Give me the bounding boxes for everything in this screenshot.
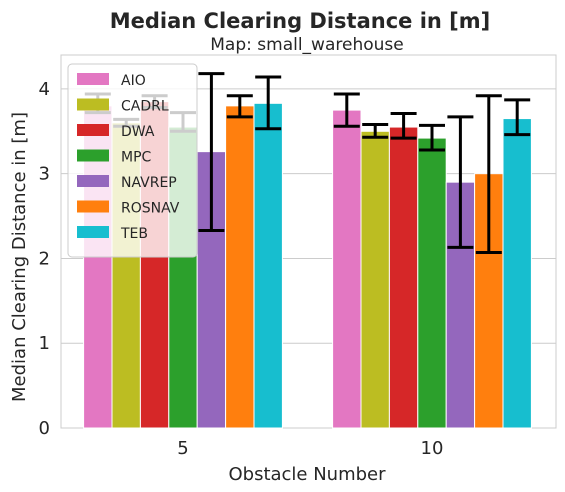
legend-label: AIO (121, 73, 146, 89)
y-axis: 0 1 2 3 4 (39, 79, 50, 439)
legend-label: ROSNAV (121, 201, 180, 217)
legend-label: DWA (121, 124, 155, 140)
x-axis-label: Obstacle Number (228, 464, 386, 485)
legend-label: CADRL (121, 99, 169, 115)
y-tick-label: 3 (39, 164, 50, 185)
x-axis: 5 10 (177, 438, 443, 459)
legend-label: MPC (121, 150, 152, 166)
bar (388, 126, 419, 429)
legend-swatch (77, 73, 109, 85)
x-tick-label: 5 (177, 438, 188, 459)
chart-subtitle: Map: small_warehouse (210, 35, 403, 55)
bar (253, 102, 283, 429)
chart-title: Median Clearing Distance in [m] (110, 9, 491, 33)
x-tick-label: 10 (421, 438, 444, 459)
legend-swatch (77, 149, 109, 162)
y-tick-label: 1 (39, 333, 50, 354)
legend-swatch (77, 98, 109, 111)
y-tick-label: 0 (39, 418, 50, 439)
bar (332, 109, 362, 429)
bar (417, 137, 447, 429)
legend-label: NAVREP (121, 175, 177, 191)
bar (502, 118, 532, 429)
y-tick-label: 4 (39, 79, 50, 100)
legend-swatch (77, 124, 109, 136)
legend-swatch (77, 226, 109, 238)
y-axis-label: Median Clearing Distance in [m] (9, 112, 30, 402)
legend: AIO CADRL DWA MPC NAVREP ROSNAV TEB (67, 63, 198, 258)
bar (225, 105, 255, 429)
legend-swatch (77, 200, 109, 213)
y-tick-label: 2 (39, 248, 50, 269)
legend-label: TEB (120, 226, 148, 242)
bar (360, 130, 390, 429)
legend-swatch (77, 175, 109, 187)
